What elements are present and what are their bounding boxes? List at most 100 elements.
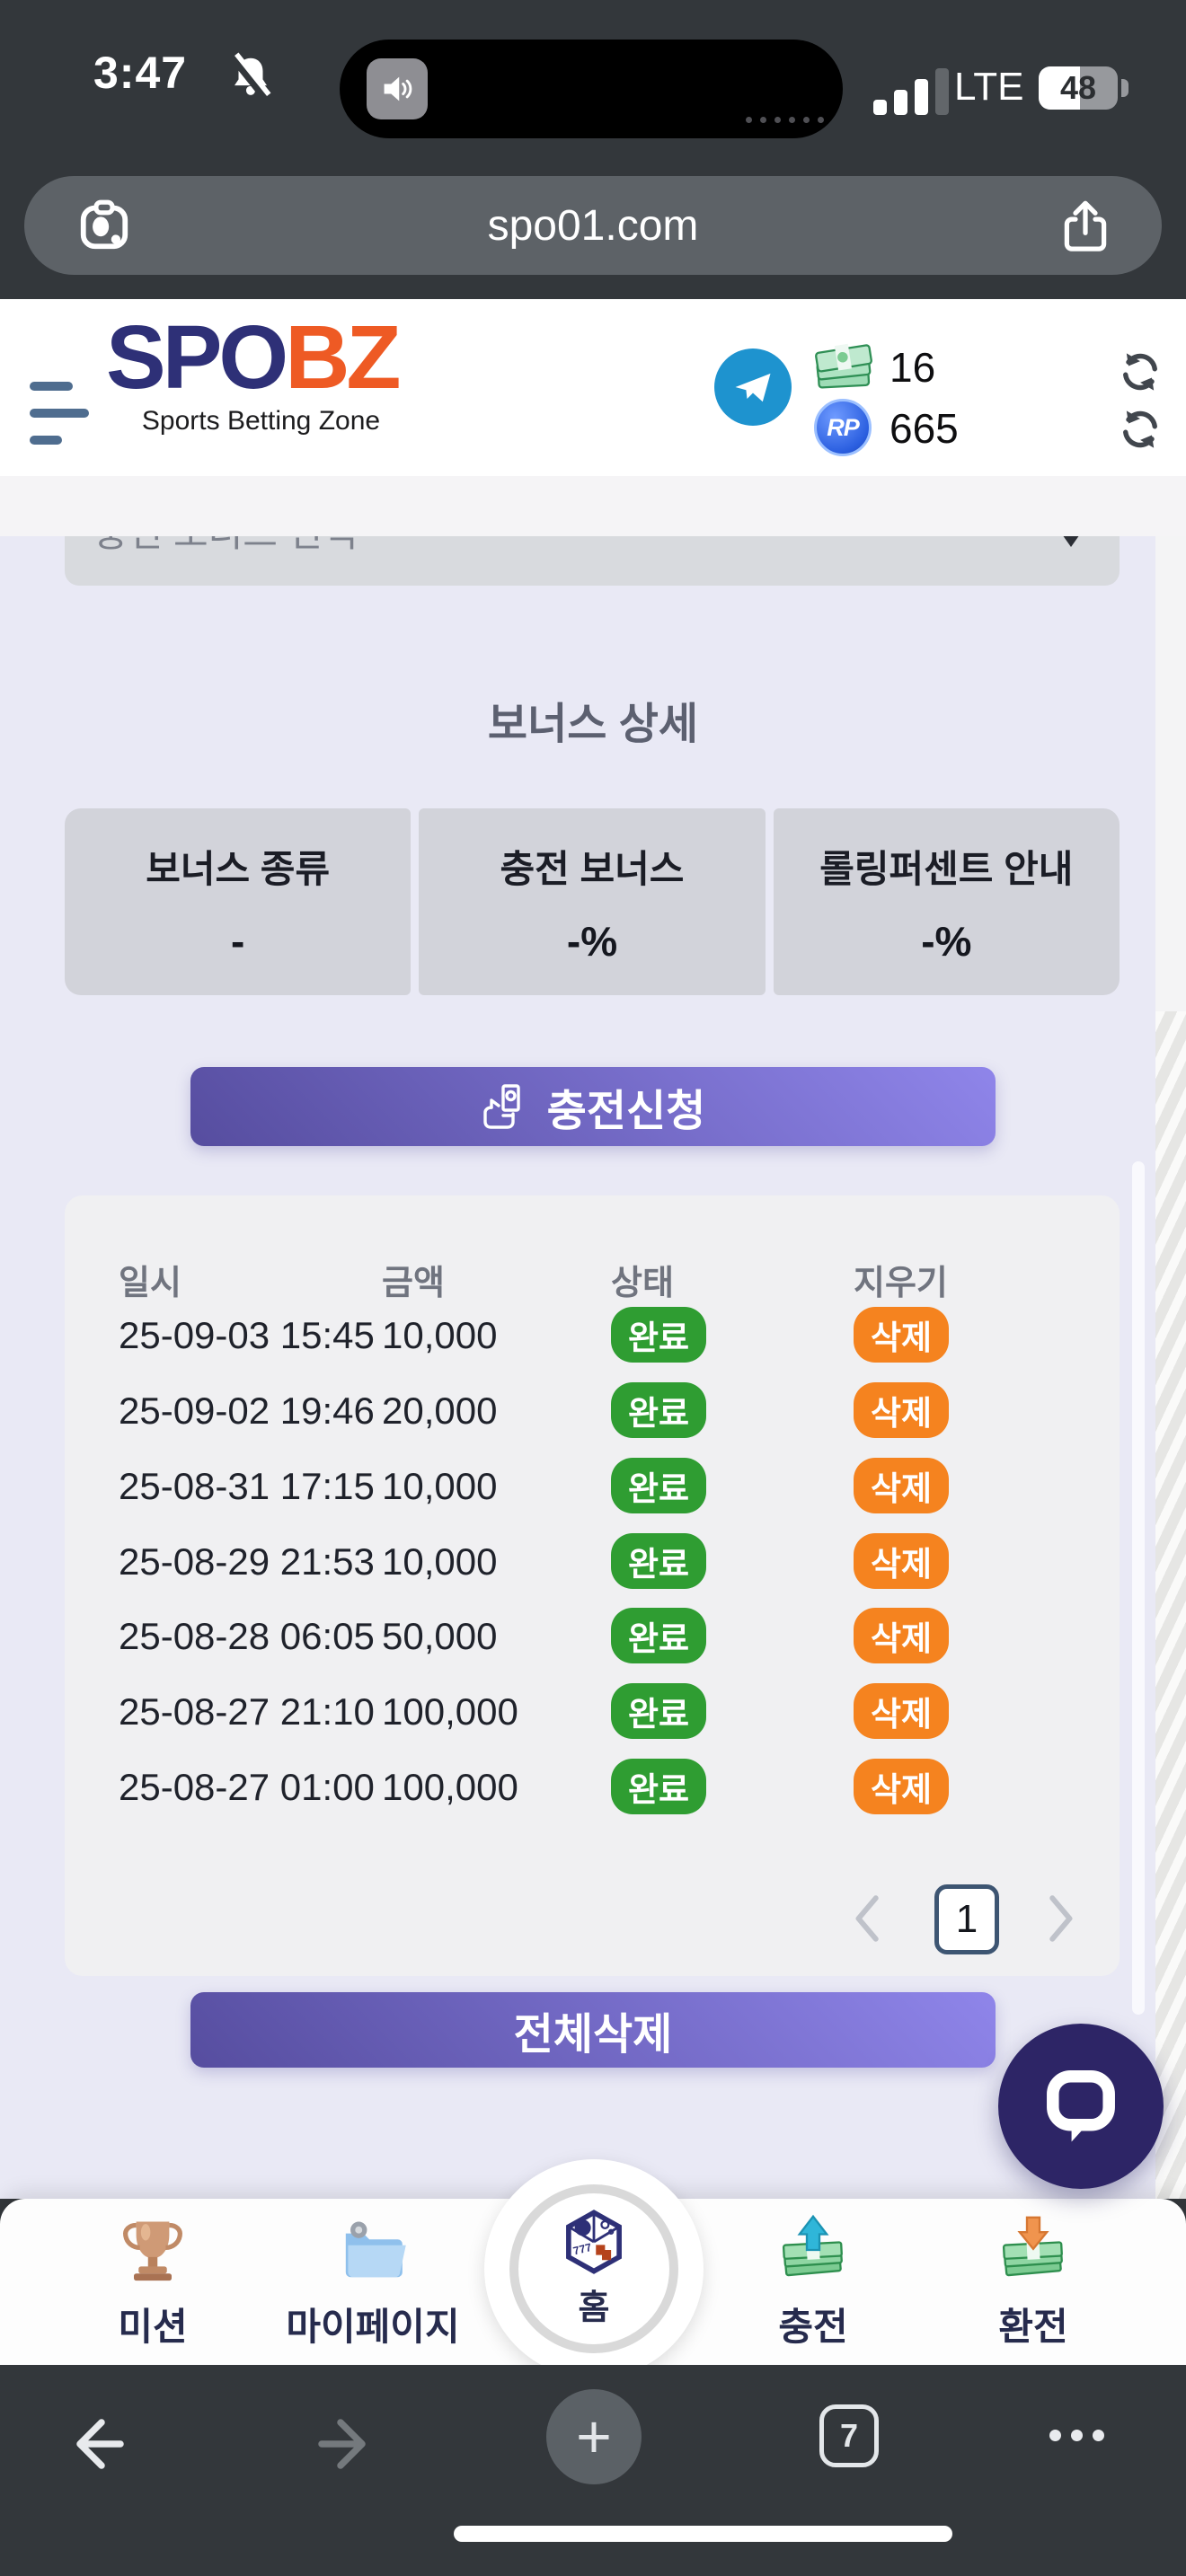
delete-all-button[interactable]: 전체삭제	[190, 1992, 996, 2068]
row-datetime: 25-09-03 15:45	[119, 1314, 375, 1356]
delete-row-button[interactable]: 삭제	[854, 1608, 949, 1663]
bonus-type-value: -	[231, 917, 245, 965]
prev-page-icon[interactable]	[848, 1893, 888, 1944]
more-menu-icon[interactable]	[1049, 2430, 1104, 2441]
row-datetime: 25-08-29 21:53	[119, 1540, 375, 1583]
battery-indicator: 48	[1039, 66, 1118, 110]
nav-item-mypage[interactable]: 마이페이지	[274, 2199, 472, 2365]
site-logo[interactable]: SPOBZ Sports Betting Zone	[106, 311, 416, 437]
charge-bonus-value: -%	[566, 917, 618, 965]
row-amount: 10,000	[382, 1314, 498, 1356]
status-badge: 완료	[611, 1307, 706, 1363]
tabs-button[interactable]: 7	[819, 2404, 879, 2467]
delete-row-button[interactable]: 삭제	[854, 1759, 949, 1814]
col-status: 상태	[611, 1265, 674, 1302]
table-row: 25-09-02 19:46 20,000 완료 삭제	[65, 1382, 1120, 1440]
nav-item-home[interactable]: 777 홈	[484, 2159, 704, 2378]
status-badge: 완료	[611, 1608, 706, 1663]
cash-balance-icon	[815, 343, 872, 389]
trophy-icon	[123, 2221, 182, 2281]
row-amount: 10,000	[382, 1465, 498, 1507]
col-amount: 금액	[382, 1265, 445, 1302]
status-badge: 완료	[611, 1458, 706, 1513]
charge-bonus-cell: 충전 보너스 -%	[419, 808, 766, 995]
status-badge: 완료	[611, 1533, 706, 1589]
nav-label-withdraw: 환전	[998, 2306, 1068, 2348]
home-indicator[interactable]	[454, 2526, 952, 2542]
refresh-rp-icon[interactable]	[1117, 406, 1164, 453]
rolling-percent-value: -%	[921, 917, 972, 965]
status-badge: 완료	[611, 1382, 706, 1438]
table-row: 25-08-28 06:05 50,000 완료 삭제	[65, 1608, 1120, 1665]
refresh-cash-icon[interactable]	[1117, 348, 1164, 395]
battery-fill	[1039, 66, 1080, 110]
site-header	[0, 299, 1186, 476]
money-down-icon	[1002, 2216, 1063, 2277]
bonus-type-cell: 보너스 종류 -	[65, 808, 412, 995]
speaker-glyph	[384, 76, 412, 101]
row-amount: 10,000	[382, 1540, 498, 1583]
svg-text:777: 777	[572, 2240, 594, 2257]
battery-nub	[1121, 79, 1128, 97]
paper-plane-icon	[735, 373, 771, 402]
nav-label-mypage: 마이페이지	[286, 2306, 460, 2348]
row-datetime: 25-09-02 19:46	[119, 1389, 375, 1432]
cash-balance-value: 16	[890, 344, 936, 391]
scrollbar[interactable]	[1132, 1161, 1145, 2015]
back-icon[interactable]	[61, 2412, 126, 2476]
nav-item-deposit[interactable]: 충전	[714, 2199, 912, 2365]
notifications-muted-icon	[229, 52, 271, 101]
delete-row-button[interactable]: 삭제	[854, 1683, 949, 1739]
logo-tagline: Sports Betting Zone	[141, 406, 381, 436]
row-datetime: 25-08-27 01:00	[119, 1766, 375, 1808]
table-row: 25-08-29 21:53 10,000 완료 삭제	[65, 1533, 1120, 1591]
chat-fab-button[interactable]	[998, 2024, 1164, 2189]
telegram-button[interactable]	[714, 348, 792, 426]
rp-balance-value: 665	[890, 405, 959, 452]
money-up-icon	[782, 2214, 843, 2277]
row-datetime: 25-08-27 21:10	[119, 1690, 375, 1733]
table-row: 25-08-27 01:00 100,000 완료 삭제	[65, 1759, 1120, 1816]
page-background-image-edge	[1155, 1011, 1186, 2199]
media-dots	[746, 117, 824, 123]
next-page-icon[interactable]	[1040, 1893, 1080, 1944]
forward-icon[interactable]	[316, 2412, 381, 2476]
browser-toolbar: + 7	[0, 2365, 1186, 2576]
share-icon[interactable]	[1056, 196, 1115, 255]
status-time: 3:47	[93, 48, 188, 98]
new-tab-button[interactable]: +	[546, 2389, 642, 2484]
table-row: 25-08-27 21:10 100,000 완료 삭제	[65, 1683, 1120, 1741]
charge-bonus-label: 충전 보너스	[500, 847, 685, 890]
row-amount: 100,000	[382, 1766, 518, 1808]
delete-row-button[interactable]: 삭제	[854, 1307, 949, 1363]
history-table: 일시 금액 상태 지우기 25-09-03 15:45 10,000 완료 삭제…	[65, 1195, 1120, 1976]
header-cover-strip	[0, 476, 1186, 536]
delete-all-label: 전체삭제	[513, 2011, 673, 2059]
delete-row-button[interactable]: 삭제	[854, 1458, 949, 1513]
delete-row-button[interactable]: 삭제	[854, 1382, 949, 1438]
nav-item-mission[interactable]: 미션	[54, 2199, 252, 2365]
table-row: 25-08-31 17:15 10,000 완료 삭제	[65, 1458, 1120, 1515]
rolling-percent-label: 롤링퍼센트 안내	[819, 847, 1074, 890]
network-type-label: LTE	[954, 65, 1024, 109]
nav-label-deposit: 충전	[778, 2306, 848, 2348]
row-amount: 50,000	[382, 1615, 498, 1657]
menu-icon[interactable]	[30, 382, 93, 446]
delete-row-button[interactable]: 삭제	[854, 1533, 949, 1589]
rp-coin-icon: RP	[814, 399, 872, 456]
nav-item-withdraw[interactable]: 환전	[934, 2199, 1132, 2365]
media-island[interactable]	[340, 40, 843, 138]
lens-camera-icon[interactable]	[76, 198, 132, 253]
logo-spo: SPO	[106, 307, 288, 408]
nav-label-home: 홈	[578, 2289, 610, 2327]
rolling-percent-cell: 롤링퍼센트 안내 -%	[773, 808, 1120, 995]
charge-request-button[interactable]: 충전신청	[190, 1067, 996, 1146]
table-row: 25-09-03 15:45 10,000 완료 삭제	[65, 1307, 1120, 1364]
speaker-icon[interactable]	[367, 58, 428, 119]
address-bar[interactable]: spo01.com	[24, 176, 1162, 275]
page-number-button[interactable]: 1	[934, 1884, 999, 1954]
bonus-type-label: 보너스 종류	[146, 847, 331, 890]
rp-coin-label: RP	[827, 413, 860, 441]
status-badge: 완료	[611, 1683, 706, 1739]
